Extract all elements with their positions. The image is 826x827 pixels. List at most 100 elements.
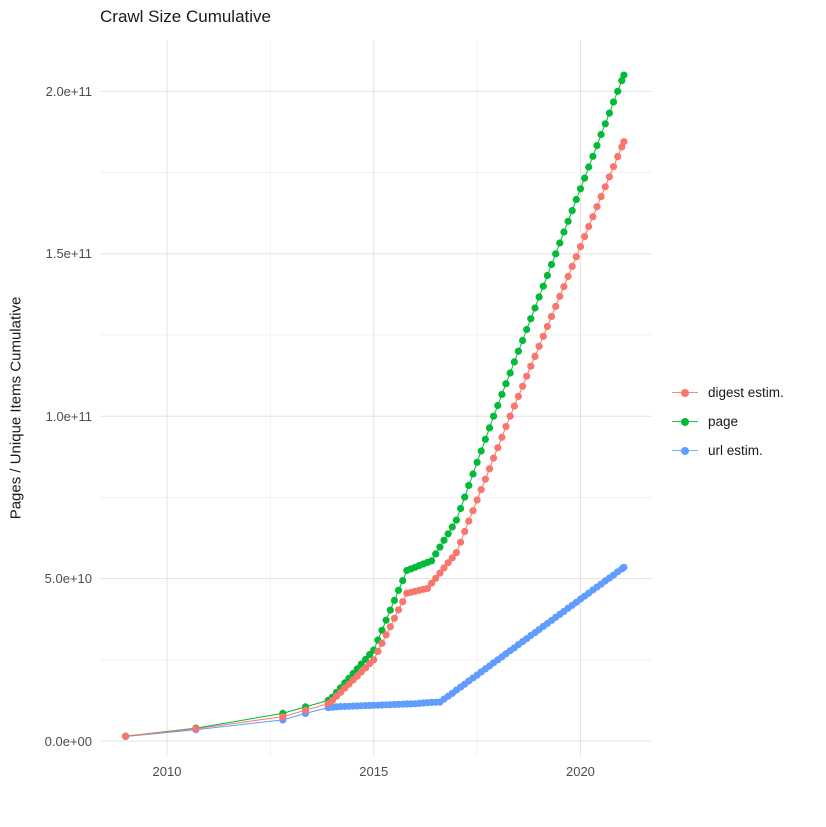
data-point bbox=[448, 523, 456, 531]
data-point bbox=[527, 315, 535, 323]
data-point bbox=[620, 71, 628, 79]
data-point bbox=[614, 153, 622, 161]
data-point bbox=[498, 433, 506, 441]
data-point bbox=[510, 402, 518, 410]
data-point bbox=[556, 292, 564, 300]
data-point bbox=[609, 98, 618, 106]
data-point bbox=[477, 486, 485, 494]
data-point bbox=[585, 163, 593, 171]
legend: digest estim. page url estim. bbox=[672, 378, 784, 465]
data-point bbox=[432, 550, 440, 558]
legend-label: page bbox=[708, 414, 739, 429]
y-tick-label: 2.0e+11 bbox=[45, 83, 92, 99]
chart-title: Crawl Size Cumulative bbox=[100, 7, 271, 26]
data-point bbox=[564, 272, 572, 281]
data-point bbox=[477, 447, 485, 455]
series-line-page bbox=[125, 74, 625, 737]
data-point bbox=[576, 185, 585, 193]
data-point bbox=[457, 504, 465, 513]
data-point bbox=[556, 239, 564, 247]
data-point bbox=[618, 77, 626, 85]
data-point bbox=[301, 706, 310, 714]
data-point bbox=[461, 527, 469, 536]
data-point bbox=[370, 656, 378, 664]
data-point bbox=[531, 304, 539, 312]
data-point bbox=[390, 614, 398, 622]
data-point bbox=[601, 183, 609, 191]
y-tick-label: 1.0e+11 bbox=[45, 408, 92, 424]
legend-label: url estim. bbox=[708, 443, 763, 458]
data-point bbox=[279, 713, 287, 721]
data-point bbox=[589, 213, 597, 221]
x-tick-label: 2010 bbox=[152, 764, 182, 779]
data-point bbox=[581, 174, 589, 182]
legend-key-icon bbox=[672, 415, 698, 429]
data-point bbox=[465, 517, 473, 525]
legend-label: digest estim. bbox=[708, 385, 784, 400]
legend-key-icon bbox=[672, 386, 698, 400]
data-point bbox=[502, 380, 510, 388]
data-point bbox=[444, 559, 452, 567]
data-point bbox=[382, 631, 390, 639]
data-point bbox=[469, 507, 477, 515]
legend-item: url estim. bbox=[672, 436, 784, 465]
data-point bbox=[374, 647, 382, 656]
data-point bbox=[490, 454, 498, 462]
data-point bbox=[601, 120, 609, 128]
data-point bbox=[457, 538, 465, 546]
data-point bbox=[514, 392, 522, 400]
data-point bbox=[535, 342, 543, 350]
data-point bbox=[399, 598, 407, 606]
legend-dot-icon bbox=[681, 388, 689, 397]
data-point bbox=[589, 152, 597, 160]
data-point bbox=[510, 358, 518, 366]
data-point bbox=[593, 142, 601, 150]
x-tick-label: 2020 bbox=[565, 764, 595, 779]
data-point bbox=[576, 243, 585, 251]
data-point bbox=[436, 569, 444, 577]
data-point bbox=[585, 222, 593, 231]
data-point bbox=[593, 203, 601, 211]
data-point bbox=[560, 228, 568, 236]
data-point bbox=[386, 606, 394, 614]
data-point bbox=[535, 293, 543, 301]
data-point bbox=[547, 260, 556, 269]
y-tick-label: 1.5e+11 bbox=[45, 246, 92, 262]
data-point bbox=[572, 253, 580, 261]
data-point bbox=[531, 352, 539, 360]
data-point bbox=[514, 347, 522, 355]
legend-item: digest estim. bbox=[672, 378, 784, 407]
data-point bbox=[605, 109, 613, 117]
data-point bbox=[519, 336, 527, 345]
data-point bbox=[494, 401, 502, 410]
data-point bbox=[597, 130, 605, 139]
plot-panel bbox=[100, 40, 652, 756]
y-tick-label: 0.0e+00 bbox=[44, 733, 92, 749]
data-point bbox=[581, 232, 589, 241]
data-point bbox=[519, 382, 527, 390]
data-point bbox=[494, 444, 502, 452]
data-point bbox=[440, 564, 448, 572]
data-point bbox=[568, 262, 576, 270]
data-point bbox=[192, 725, 200, 733]
data-point bbox=[436, 543, 444, 551]
data-point bbox=[490, 412, 498, 420]
data-point bbox=[597, 193, 605, 201]
plot-area bbox=[100, 40, 652, 756]
data-point bbox=[568, 207, 576, 215]
data-point bbox=[432, 574, 440, 582]
data-point bbox=[382, 616, 390, 624]
data-point bbox=[452, 516, 460, 524]
data-point bbox=[461, 493, 469, 501]
data-point bbox=[448, 554, 456, 562]
data-point bbox=[428, 579, 436, 587]
data-point bbox=[547, 312, 556, 321]
legend-dot-icon bbox=[681, 417, 689, 426]
data-point bbox=[386, 623, 394, 631]
data-point bbox=[620, 138, 628, 146]
data-point bbox=[428, 557, 436, 565]
legend-dot-icon bbox=[681, 446, 689, 455]
data-point bbox=[543, 271, 551, 280]
data-point bbox=[552, 250, 560, 258]
data-point bbox=[394, 586, 403, 594]
